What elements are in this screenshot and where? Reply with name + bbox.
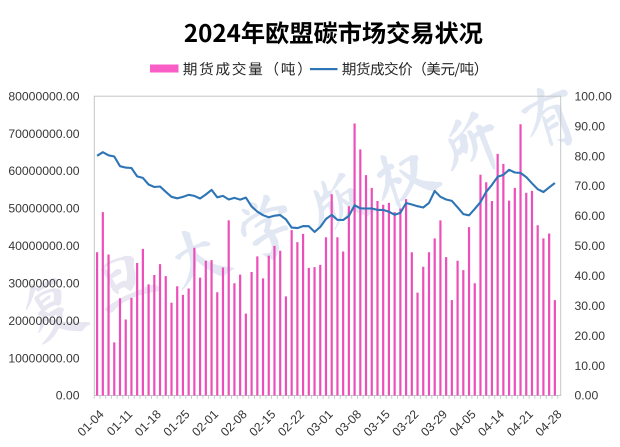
svg-text:80.00: 80.00 [575,149,606,163]
svg-text:20000000.00: 20000000.00 [8,314,79,328]
svg-text:50000000.00: 50000000.00 [8,202,79,216]
svg-text:10.00: 10.00 [575,359,606,373]
svg-text:40.00: 40.00 [575,269,606,283]
svg-text:70.00: 70.00 [575,179,606,193]
svg-text:30.00: 30.00 [575,299,606,313]
svg-text:30000000.00: 30000000.00 [8,277,79,291]
svg-text:60000000.00: 60000000.00 [8,164,79,178]
svg-text:100.00: 100.00 [575,89,612,103]
svg-text:80000000.00: 80000000.00 [8,89,79,103]
svg-text:90.00: 90.00 [575,119,606,133]
svg-text:50.00: 50.00 [575,239,606,253]
svg-text:70000000.00: 70000000.00 [8,127,79,141]
svg-text:40000000.00: 40000000.00 [8,239,79,253]
svg-text:0.00: 0.00 [575,389,599,403]
svg-text:0.00: 0.00 [56,389,80,403]
svg-text:10000000.00: 10000000.00 [8,351,79,365]
svg-text:20.00: 20.00 [575,329,606,343]
svg-text:60.00: 60.00 [575,209,606,223]
